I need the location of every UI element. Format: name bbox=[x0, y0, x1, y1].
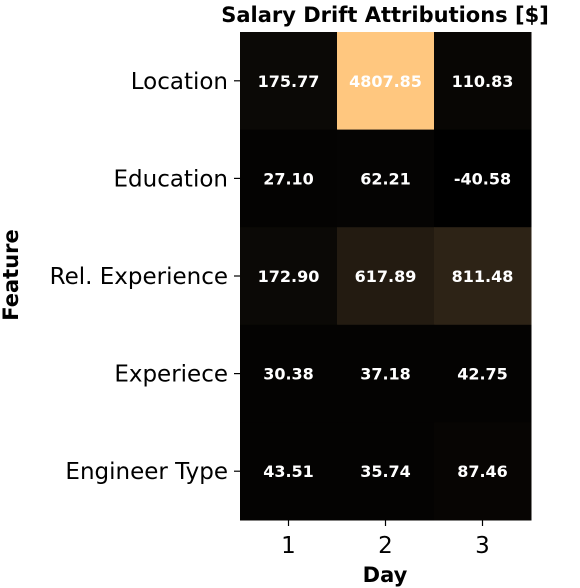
cell-value-label: 35.74 bbox=[360, 462, 411, 481]
cell-value-label: 27.10 bbox=[263, 169, 314, 188]
heatmap-cell bbox=[240, 324, 338, 423]
heatmap-cell bbox=[240, 32, 338, 131]
cell-value-label: 62.21 bbox=[360, 169, 411, 188]
heatmap-cell bbox=[434, 32, 532, 131]
y-tick-label: Engineer Type bbox=[65, 459, 228, 485]
y-axis-ticks: Location Education Rel. Experience Experiec… bbox=[50, 69, 240, 485]
cell-value-label: -40.58 bbox=[454, 169, 511, 188]
cell-value-label: 87.46 bbox=[457, 462, 508, 481]
cell-value-label: 4807.85 bbox=[349, 72, 422, 91]
cell-value-label: 175.77 bbox=[258, 72, 320, 91]
heatmap-cell bbox=[337, 129, 435, 228]
heatmap-cell bbox=[337, 422, 435, 521]
heatmap-cell bbox=[434, 129, 532, 228]
heatmap-cell bbox=[240, 129, 338, 228]
cell-value-label: 110.83 bbox=[452, 72, 514, 91]
cell-value-label: 617.89 bbox=[355, 267, 417, 286]
x-tick-label: 2 bbox=[378, 533, 393, 559]
heatmap-cell bbox=[337, 227, 435, 326]
chart-title: Salary Drift Attributions [$] bbox=[221, 3, 549, 27]
cell-value-label: 30.38 bbox=[263, 365, 314, 384]
cell-value-label: 37.18 bbox=[360, 365, 411, 384]
heatmap-cells bbox=[240, 32, 532, 521]
heatmap-cell bbox=[337, 324, 435, 423]
heatmap-cell bbox=[240, 227, 338, 326]
heatmap-cell bbox=[434, 227, 532, 326]
y-tick-label: Location bbox=[131, 69, 228, 95]
y-tick-label: Experiece bbox=[114, 362, 228, 388]
x-tick-label: 1 bbox=[281, 533, 296, 559]
heatmap-cell bbox=[337, 32, 435, 131]
x-axis-ticks: 1 2 3 bbox=[281, 520, 490, 559]
x-axis-label: Day bbox=[363, 563, 408, 587]
cell-value-label: 811.48 bbox=[452, 267, 514, 286]
heatmap-cell bbox=[434, 324, 532, 423]
x-tick-label: 3 bbox=[475, 533, 490, 559]
y-tick-label: Rel. Experience bbox=[50, 264, 228, 290]
heatmap-cell-labels: 175.77 4807.85 110.83 27.10 62.21 -40.58 172.9… bbox=[258, 72, 514, 481]
heatmap-cell bbox=[434, 422, 532, 521]
cell-value-label: 172.90 bbox=[258, 267, 320, 286]
cell-value-label: 42.75 bbox=[457, 365, 508, 384]
heatmap-cell bbox=[240, 422, 338, 521]
y-tick-label: Education bbox=[113, 166, 228, 192]
cell-value-label: 43.51 bbox=[263, 462, 314, 481]
y-axis-label: Feature bbox=[0, 229, 23, 321]
